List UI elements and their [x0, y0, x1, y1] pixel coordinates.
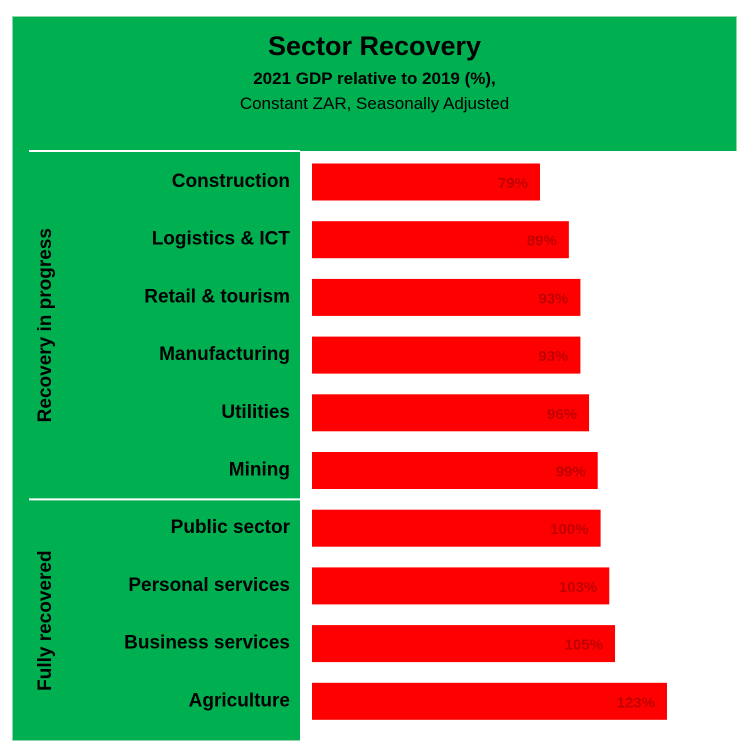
chart-subtitle: 2021 GDP relative to 2019 (%),: [253, 69, 496, 88]
data-label: 96%: [547, 406, 577, 423]
data-label: 105%: [565, 637, 603, 654]
bar: [312, 625, 616, 663]
bar: [312, 567, 610, 605]
group-label: Recovery in progress: [35, 228, 56, 422]
category-label: Public sector: [171, 517, 291, 538]
category-label: Logistics & ICT: [152, 229, 291, 250]
group-label: Fully recovered: [35, 550, 56, 690]
category-label: Manufacturing: [159, 344, 290, 365]
chart-subtitle-2: Constant ZAR, Seasonally Adjusted: [239, 94, 510, 113]
bar: [312, 509, 601, 547]
bar: [312, 278, 581, 316]
data-label: 100%: [550, 521, 588, 538]
data-label: 89%: [527, 233, 557, 250]
category-label: Utilities: [221, 402, 290, 423]
bar: [312, 394, 590, 432]
data-label: 103%: [559, 579, 597, 596]
category-label: Agriculture: [189, 690, 290, 711]
data-label: 93%: [538, 290, 568, 307]
bar: [312, 163, 540, 201]
data-label: 123%: [617, 694, 655, 711]
category-label: Mining: [229, 460, 290, 481]
chart-title: Sector Recovery: [267, 31, 482, 61]
bar: [312, 221, 569, 259]
category-label: Retail & tourism: [144, 286, 290, 307]
bar: [312, 452, 598, 489]
category-label: Personal services: [128, 575, 290, 596]
bar: [312, 682, 667, 720]
data-label: 79%: [498, 175, 528, 192]
data-label: 93%: [538, 348, 568, 365]
bar-chart: Recovery in progress Fully recovered Const…: [29, 150, 738, 742]
chart-frame: Sector Recovery 2021 GDP relative to 201…: [12, 16, 738, 742]
category-label: Construction: [172, 171, 290, 192]
bar: [312, 336, 581, 374]
category-label: Business services: [124, 633, 290, 654]
data-label: 99%: [556, 463, 586, 480]
